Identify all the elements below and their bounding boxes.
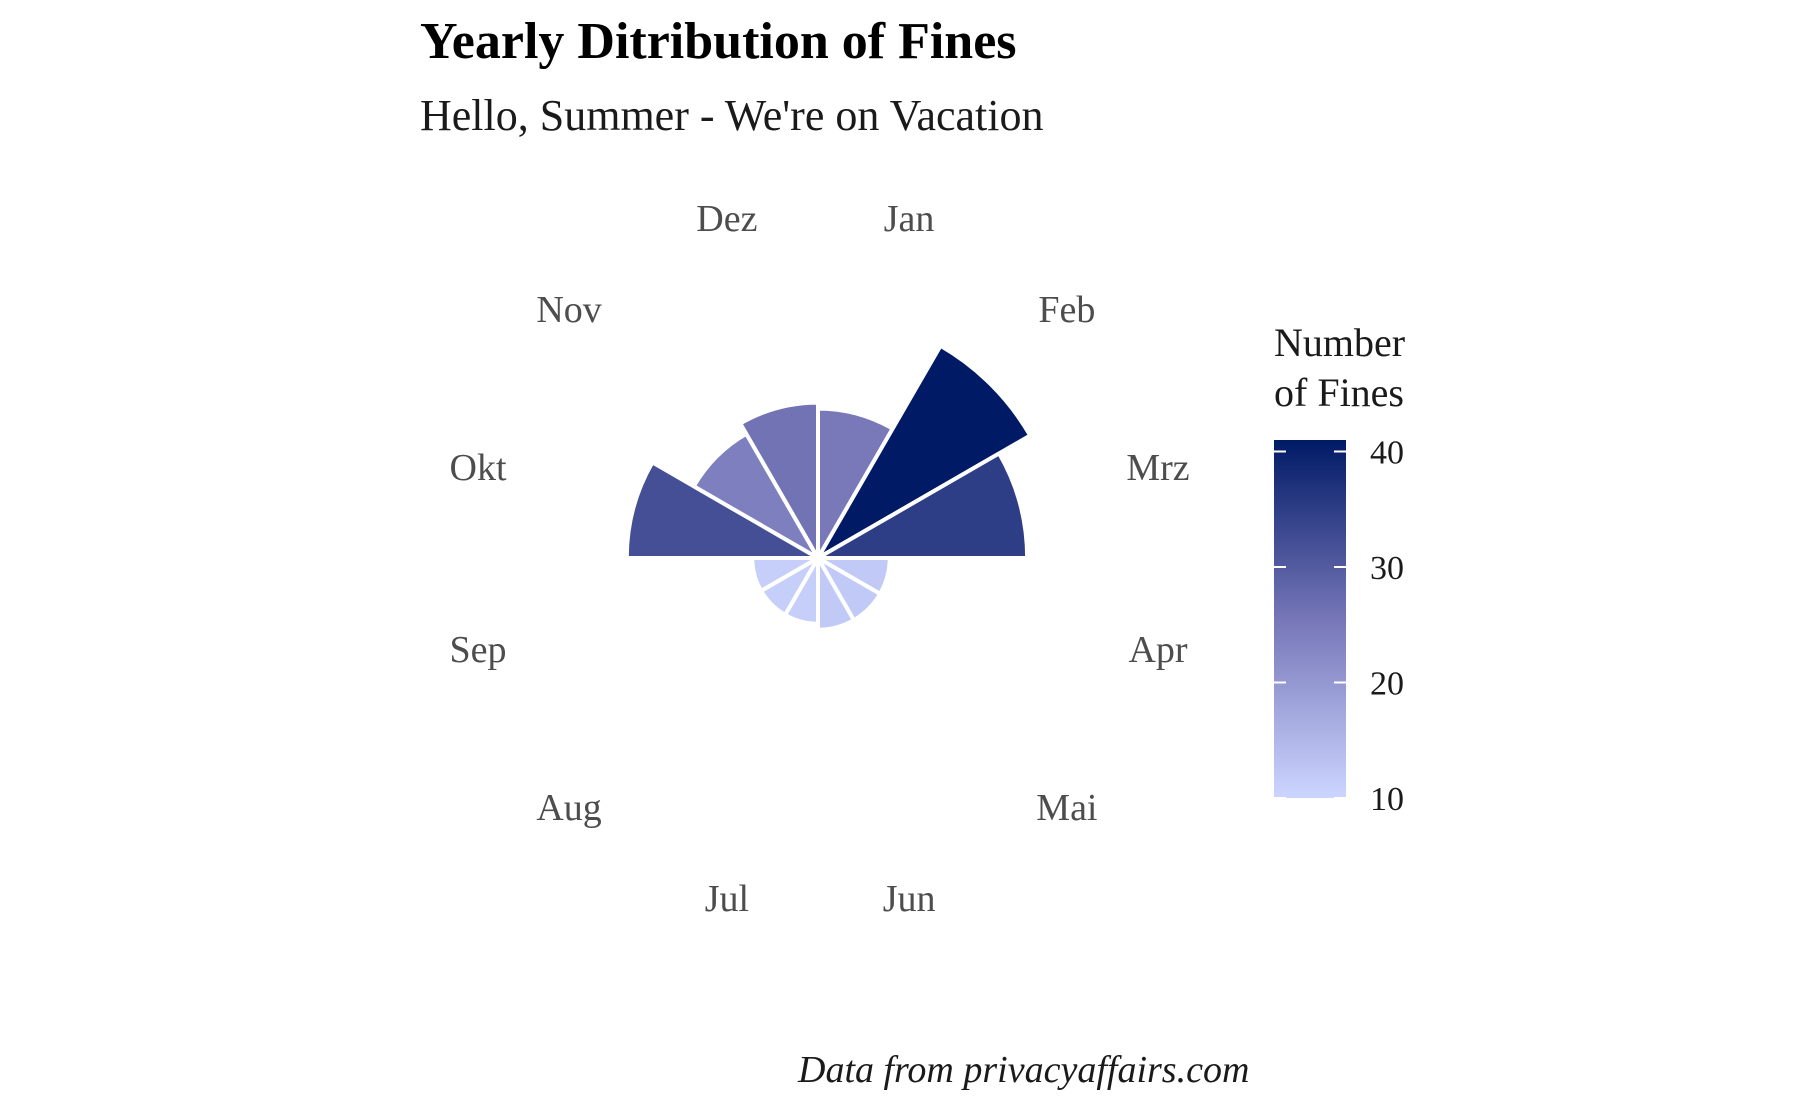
month-label-feb: Feb: [1038, 289, 1095, 331]
month-label-jul: Jul: [705, 878, 749, 920]
bar-dez: [738, 400, 820, 560]
chart-title: Yearly Ditribution of Fines: [420, 13, 1017, 70]
legend-colorbar: [1274, 440, 1346, 798]
month-label-jan: Jan: [884, 198, 935, 240]
month-labels-group: Jan Feb Mrz Apr Mai Jun Jul Aug Sep Okt Nov Dez: [450, 198, 1190, 920]
month-label-aug: Aug: [536, 787, 601, 829]
legend-tick-label-30: 30: [1370, 550, 1404, 587]
bar-mrz: [816, 451, 1030, 560]
legend-title: Number of Fines: [1274, 318, 1405, 418]
legend-title-line-1: Number: [1274, 320, 1406, 365]
bar-jun: [816, 556, 856, 632]
month-label-apr: Apr: [1128, 629, 1187, 671]
bars-group: [624, 343, 1033, 632]
chart-subtitle: Hello, Summer - We're on Vacation: [420, 91, 1044, 140]
month-label-sep: Sep: [450, 629, 507, 671]
legend-tick-label-10: 10: [1370, 781, 1404, 818]
legend-title-line-2: of Fines: [1274, 370, 1404, 415]
month-label-mrz: Mrz: [1126, 447, 1189, 489]
month-label-jun: Jun: [883, 878, 936, 920]
bar-okt: [624, 460, 820, 560]
month-label-okt: Okt: [450, 447, 507, 489]
month-label-dez: Dez: [696, 198, 757, 240]
bar-feb: [816, 343, 1033, 560]
month-label-mai: Mai: [1036, 787, 1097, 829]
chart-caption: Data from privacyaffairs.com: [798, 1049, 1250, 1091]
month-label-nov: Nov: [536, 289, 601, 331]
legend-tick-label-20: 20: [1370, 666, 1404, 703]
legend-tick-label-40: 40: [1370, 435, 1404, 472]
color-legend: 10 20 30 40: [1274, 435, 1404, 818]
